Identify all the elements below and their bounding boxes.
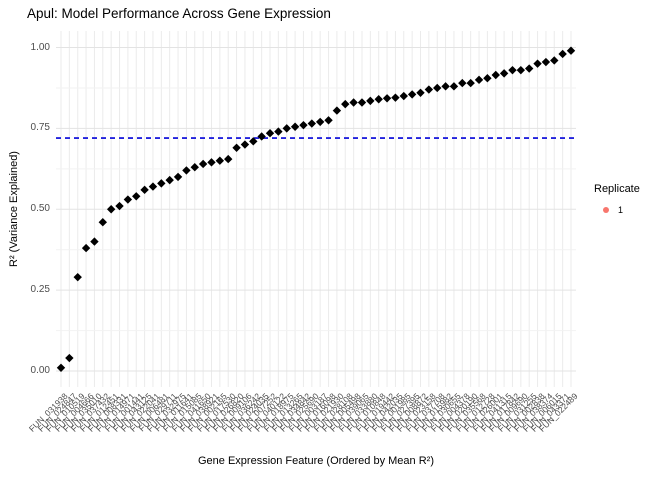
- data-point: [207, 158, 216, 167]
- data-point: [224, 154, 233, 164]
- data-point: [182, 166, 191, 175]
- data-point: [524, 64, 534, 73]
- legend-title: Replicate: [594, 183, 640, 195]
- data-point: [558, 49, 567, 59]
- data-point: [499, 69, 509, 78]
- data-point: [165, 175, 174, 185]
- data-point: [98, 217, 108, 227]
- data-point: [90, 237, 99, 246]
- data-point: [257, 132, 266, 141]
- data-point: [474, 75, 484, 85]
- plot-panel: [56, 31, 576, 387]
- data-point: [491, 70, 500, 80]
- data-point: [265, 129, 275, 138]
- data-point: [65, 353, 74, 363]
- data-point: [550, 56, 559, 65]
- y-tick-label: 1.00: [30, 41, 50, 53]
- data-point: [399, 91, 408, 101]
- x-axis-title: Gene Expression Feature (Ordered by Mean…: [198, 455, 434, 467]
- data-point: [307, 119, 317, 128]
- data-point: [541, 57, 551, 67]
- data-point: [424, 85, 434, 94]
- data-point: [366, 96, 375, 106]
- data-point: [215, 156, 225, 165]
- data-point: [123, 195, 133, 204]
- data-point: [416, 88, 425, 97]
- data-point: [458, 78, 467, 88]
- data-point: [374, 95, 383, 104]
- data-point: [73, 272, 82, 282]
- data-point: [198, 159, 208, 169]
- data-point: [483, 74, 492, 83]
- data-point: [148, 182, 158, 191]
- data-point: [566, 46, 576, 55]
- data-point: [290, 122, 300, 131]
- data-point: [407, 90, 417, 99]
- data-point: [140, 185, 149, 195]
- data-point: [81, 243, 91, 253]
- data-point: [157, 179, 166, 188]
- data-point: [240, 140, 250, 149]
- data-point: [349, 98, 358, 107]
- y-tick-label: 0.50: [30, 203, 50, 215]
- y-tick-label: 0.75: [30, 122, 50, 134]
- legend-item-label: 1: [618, 205, 624, 215]
- points-layer: [56, 46, 576, 372]
- data-point: [56, 363, 66, 372]
- data-point: [115, 201, 124, 211]
- data-point: [232, 143, 241, 152]
- data-point: [391, 93, 400, 102]
- data-point: [516, 65, 526, 75]
- data-point: [533, 59, 542, 68]
- data-point: [433, 83, 442, 93]
- data-point: [190, 162, 199, 172]
- data-point: [132, 192, 141, 201]
- data-point: [357, 98, 367, 107]
- data-point: [382, 94, 392, 103]
- data-point: [341, 99, 350, 109]
- chart-title: Apul: Model Performance Across Gene Expr…: [27, 6, 331, 21]
- y-tick-label: 0.00: [30, 365, 50, 376]
- data-point: [441, 82, 450, 91]
- data-point: [249, 137, 258, 146]
- data-point: [274, 127, 283, 136]
- horizontal-gridlines: [56, 47, 576, 372]
- data-point: [449, 82, 459, 91]
- data-point: [106, 205, 116, 214]
- data-point: [282, 124, 291, 133]
- data-point: [466, 78, 475, 88]
- legend-item: 1: [594, 205, 640, 215]
- legend: Replicate 1: [594, 183, 640, 215]
- data-point: [332, 106, 342, 115]
- data-point: [173, 172, 183, 182]
- y-tick-label: 0.25: [30, 284, 50, 296]
- replicate-point-icon: [603, 207, 609, 213]
- data-point: [508, 65, 517, 75]
- data-point: [324, 116, 333, 125]
- data-point: [315, 117, 325, 127]
